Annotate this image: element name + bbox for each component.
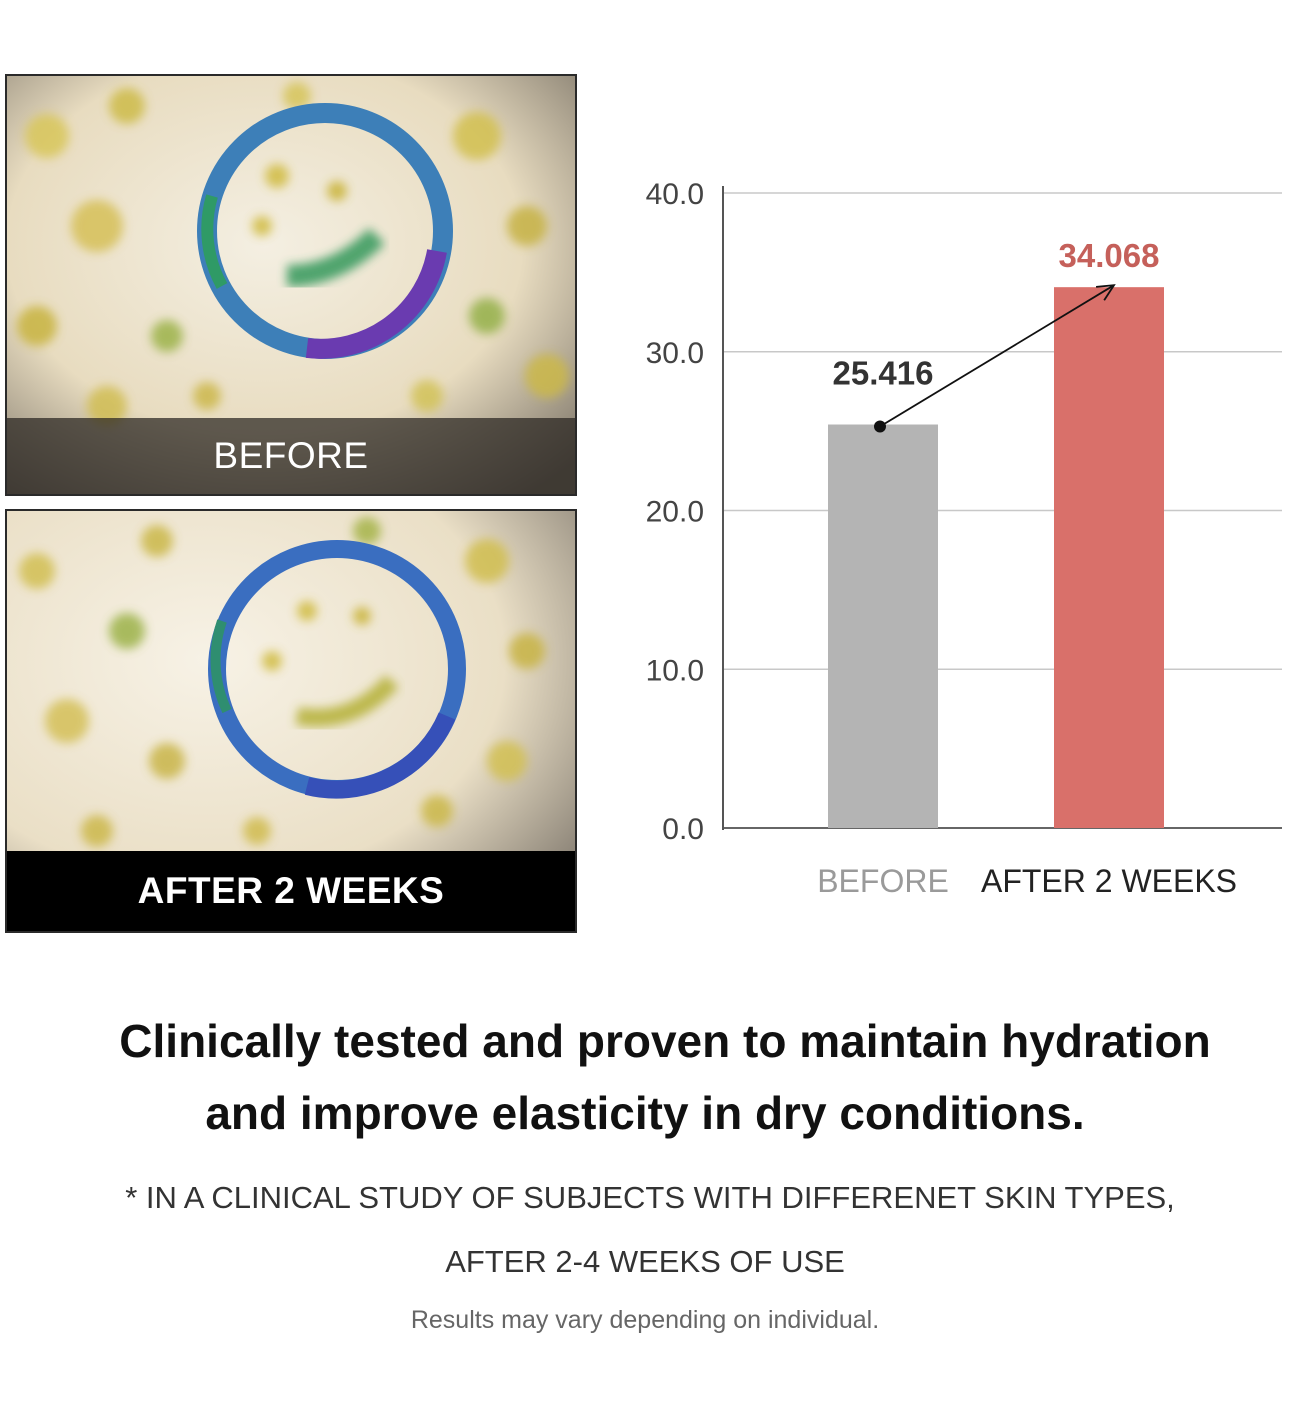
category-label-before: BEFORE [817,863,949,899]
bar-before [828,424,938,828]
arrow-head [1095,284,1116,301]
headline-line-2: and improve elasticity in dry conditions… [205,1087,1085,1139]
y-tick-label: 20.0 [646,496,704,529]
y-tick-label: 40.0 [646,178,704,211]
chart-bars [828,287,1164,828]
after-skin-photo: AFTER 2 WEEKS [5,509,577,933]
chart-value-labels: 25.416 34.068 [833,237,1160,391]
category-label-after: AFTER 2 WEEKS [981,863,1237,899]
arrow-line [879,284,1115,428]
footnote-line-1: * IN A CLINICAL STUDY OF SUBJECTS WITH D… [125,1180,1175,1215]
before-skin-photo: BEFORE [5,74,577,496]
footnote-line-2: AFTER 2-4 WEEKS OF USE [445,1244,845,1279]
chart-y-tick-labels: 0.0 10.0 20.0 30.0 40.0 [646,178,704,846]
y-tick-label: 10.0 [646,654,704,687]
y-tick-label: 30.0 [646,337,704,370]
after-caption: AFTER 2 WEEKS [7,851,575,931]
value-label-after: 34.068 [1059,237,1160,274]
disclaimer-text: Results may vary depending on individual… [410,1306,880,1334]
chart-increase-arrow [874,284,1116,433]
bar-after [1054,287,1164,828]
chart-gridlines [723,192,1282,829]
headline-line-1: Clinically tested and proven to maintain… [119,1015,1211,1067]
hydration-bar-chart: 0.0 10.0 20.0 30.0 40.0 25.416 34.068 BEFORE A… [646,178,1282,899]
value-label-before: 25.416 [833,355,934,392]
chart-category-labels: BEFORE AFTER 2 WEEKS [817,863,1237,899]
before-caption: BEFORE [7,418,575,494]
y-tick-label: 0.0 [662,813,704,846]
